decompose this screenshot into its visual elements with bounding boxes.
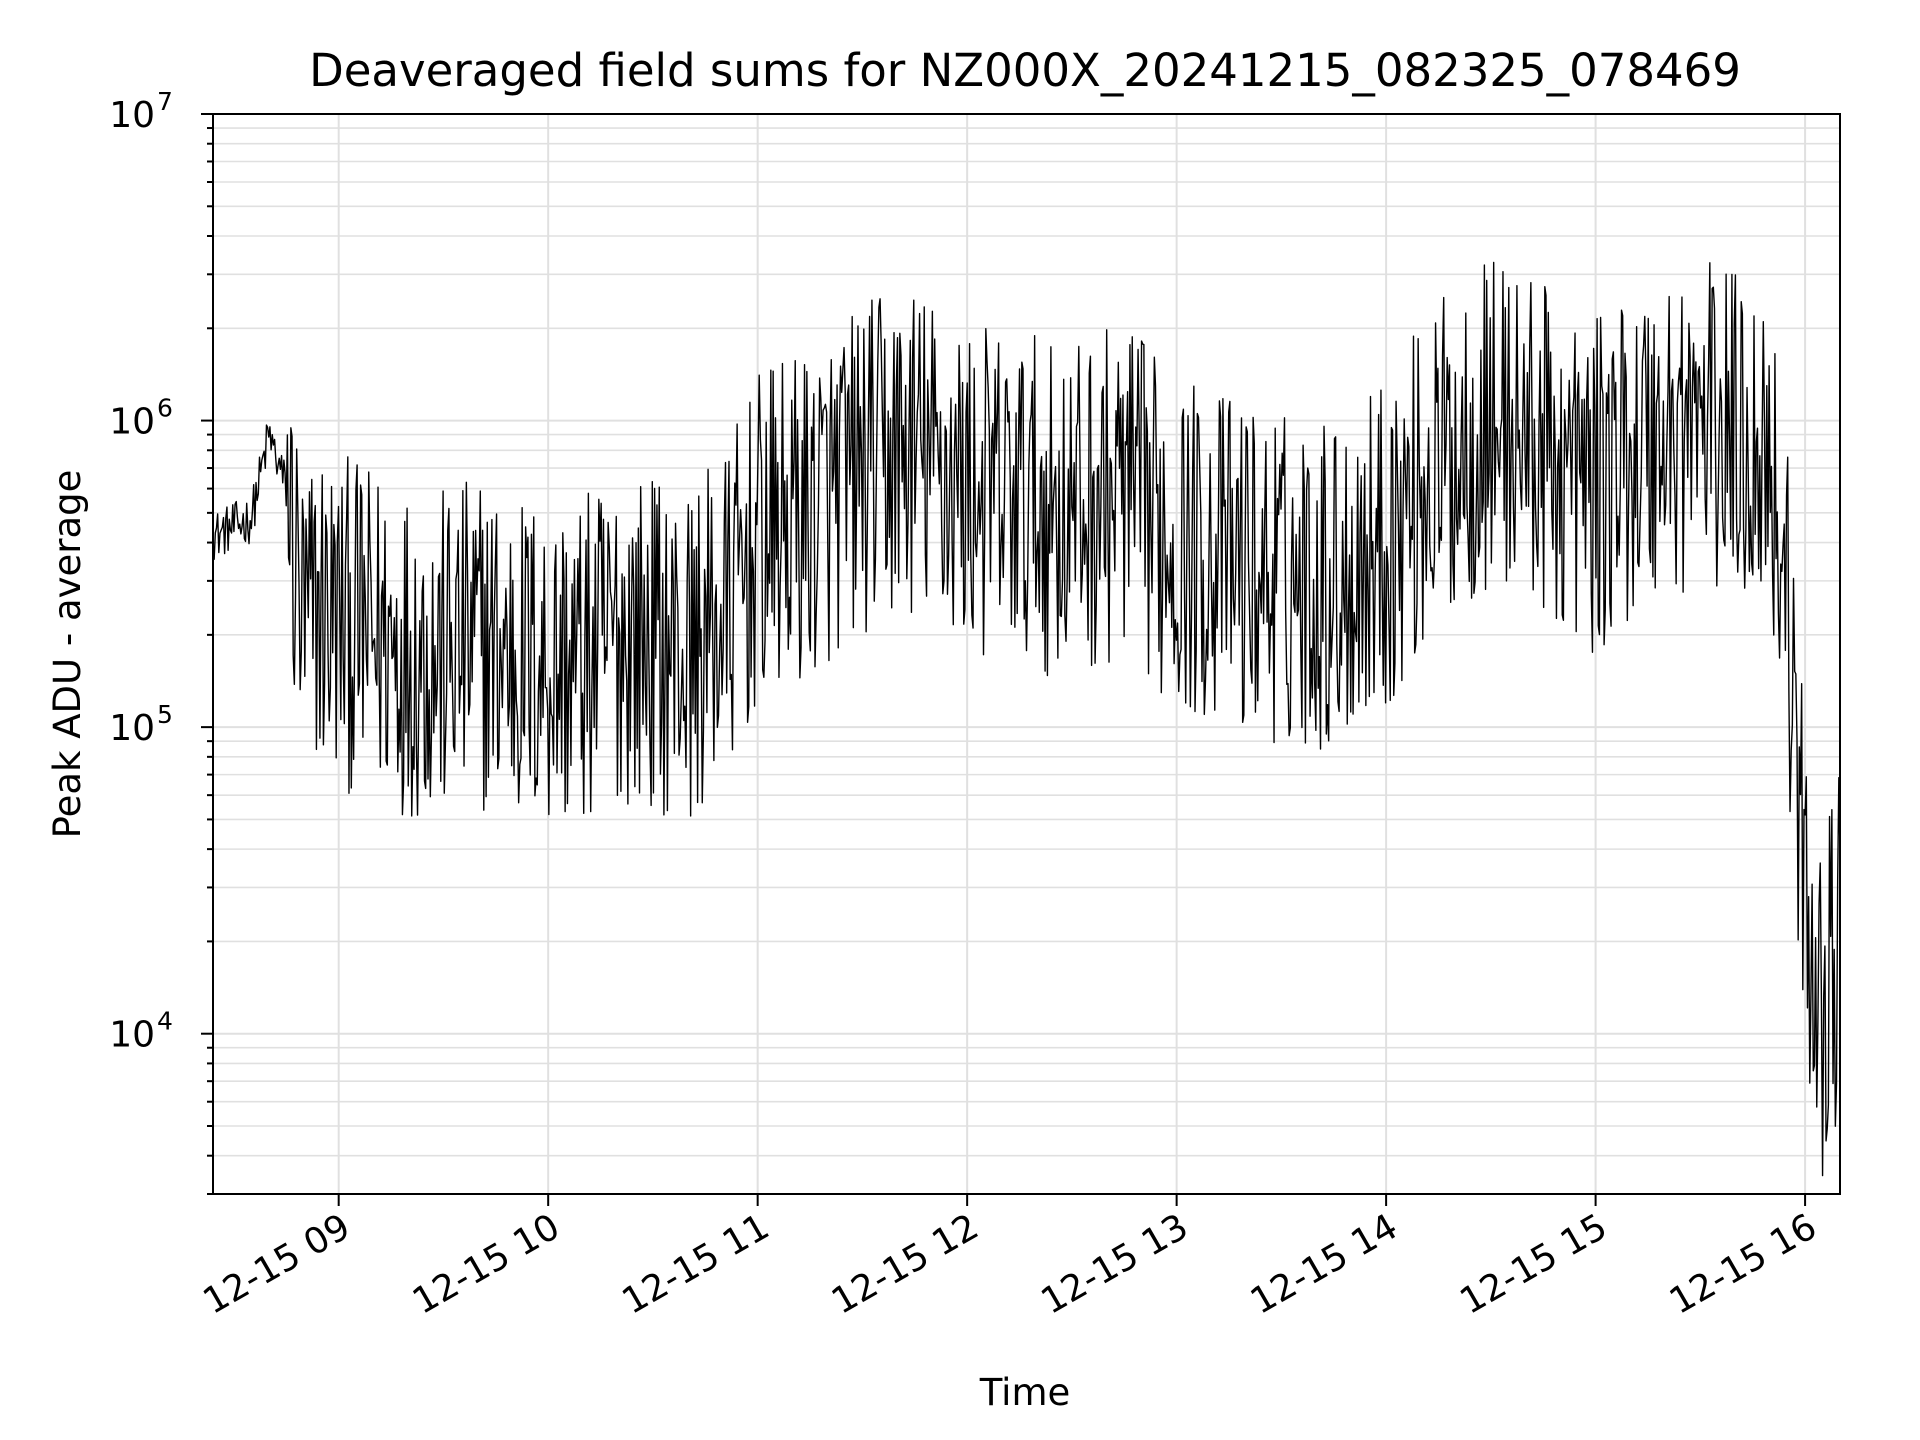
y-tick-exponent: 5 <box>157 700 173 729</box>
x-tick-label: 12-15 16 <box>1663 1206 1824 1322</box>
y-axis-label: Peak ADU - average <box>46 470 89 839</box>
y-tick-exponent: 6 <box>157 394 173 423</box>
x-tick-label: 12-15 15 <box>1453 1206 1614 1322</box>
plot-frame <box>212 113 1841 1195</box>
y-tick-label: 10 <box>109 95 155 136</box>
x-tick-label: 12-15 12 <box>825 1206 986 1322</box>
x-tick-label: 12-15 14 <box>1244 1206 1405 1322</box>
line-layer <box>212 261 1841 1177</box>
y-tick-exponent: 4 <box>157 1007 173 1036</box>
x-tick-label: 12-15 09 <box>197 1206 358 1322</box>
x-tick-label: 12-15 11 <box>615 1206 776 1322</box>
y-tick-exponent: 7 <box>157 87 173 116</box>
x-axis-label: Time <box>979 1371 1071 1414</box>
x-tick-label: 12-15 13 <box>1034 1206 1195 1322</box>
y-tick-label: 10 <box>109 1015 155 1056</box>
series-line <box>212 261 1841 1177</box>
y-tick-label: 10 <box>109 708 155 749</box>
y-tick-label: 10 <box>109 402 155 443</box>
x-tick-label: 12-15 10 <box>406 1206 567 1322</box>
grid-layer <box>213 113 1840 1195</box>
chart-title: Deaveraged field sums for NZ000X_2024121… <box>309 44 1741 97</box>
